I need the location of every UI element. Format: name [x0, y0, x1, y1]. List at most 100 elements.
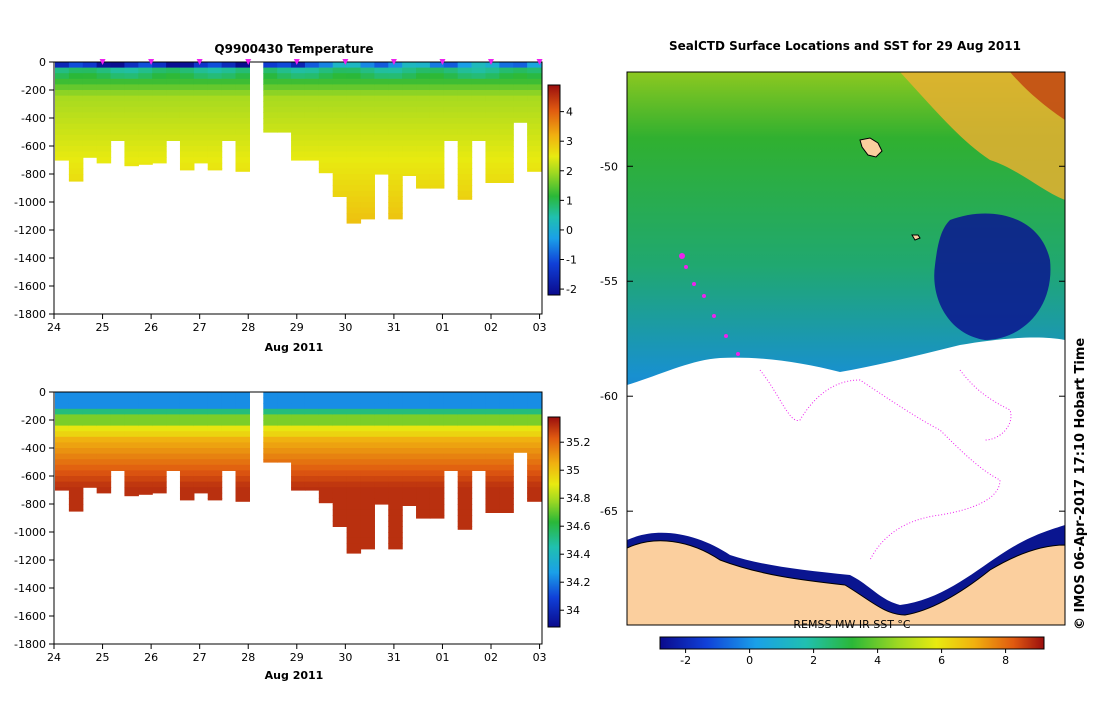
profile-cell	[374, 453, 389, 460]
profile-cell	[527, 487, 542, 494]
profile-cell	[221, 442, 237, 449]
profile-cell	[499, 157, 514, 164]
profile-cell	[332, 520, 348, 527]
profile-cell	[360, 106, 375, 113]
profile-cell	[179, 436, 195, 443]
profile-cell	[485, 95, 500, 102]
profile-cell	[68, 168, 84, 175]
profile-cell	[179, 106, 195, 113]
profile-cell	[193, 151, 209, 158]
profile-cell	[416, 185, 431, 189]
profile-cell	[346, 509, 362, 516]
profile-cell	[499, 498, 514, 505]
profile-cell	[388, 420, 403, 427]
profile-cell	[179, 492, 195, 499]
profile-cell	[193, 408, 209, 415]
profile-cell	[429, 414, 445, 421]
profile-cell	[193, 487, 209, 494]
profile-cell	[416, 436, 431, 443]
profile-cell	[304, 448, 320, 455]
y-tick-label: -1800	[14, 308, 46, 321]
profile-cell	[332, 162, 348, 169]
profile-cell	[96, 73, 112, 80]
profile-cell	[443, 403, 459, 410]
profile-cell	[55, 481, 70, 488]
profile-cell	[304, 106, 320, 113]
profile-cell	[485, 464, 500, 471]
profile-cell	[457, 95, 473, 102]
colorbar-tick-label: 34.8	[566, 492, 591, 505]
profile-cell	[416, 453, 431, 460]
profile-cell	[124, 431, 139, 438]
profile-cell	[332, 431, 348, 438]
profile-cell	[138, 67, 153, 74]
profile-cell	[402, 470, 417, 477]
profile-cell	[429, 509, 445, 516]
profile-cell	[443, 73, 459, 80]
profile-cell	[374, 78, 389, 85]
profile-cell	[485, 62, 500, 69]
profile-cell	[429, 90, 445, 97]
profile-cell	[263, 129, 278, 133]
profile-cell	[374, 392, 389, 399]
profile-cell	[360, 151, 375, 158]
profile-cell	[68, 498, 84, 505]
profile-cell	[138, 414, 153, 421]
surface-marker	[245, 59, 252, 65]
profile-cell	[346, 537, 362, 544]
profile-cell	[499, 123, 514, 130]
profile-cell	[179, 168, 195, 171]
seal-track	[679, 253, 740, 356]
profile-cell	[513, 73, 528, 80]
profile-cell	[318, 90, 334, 97]
profile-cell	[318, 436, 334, 443]
profile-cell	[138, 481, 153, 488]
profile-cell	[152, 112, 167, 119]
profile-cell	[152, 436, 167, 443]
profile-cell	[138, 397, 153, 404]
profile-cell	[82, 464, 98, 471]
profile-cell	[152, 408, 167, 415]
profile-cell	[346, 218, 362, 224]
profile-cell	[499, 431, 514, 438]
profile-cell	[429, 168, 445, 175]
profile-cell	[332, 487, 348, 494]
profile-cell	[457, 190, 473, 197]
profile-cell	[429, 62, 445, 69]
profile-cell	[82, 78, 98, 85]
profile-cell	[207, 414, 223, 421]
profile-cell	[402, 67, 417, 74]
x-tick-label: 29	[290, 321, 304, 334]
profile-cell	[318, 140, 334, 147]
profile-cell	[235, 453, 250, 460]
profile-cell	[499, 134, 514, 141]
copyright-label: © IMOS 06-Apr-2017 17:10 Hobart Time	[1073, 338, 1088, 630]
profile-cell	[277, 448, 292, 455]
profile-cell	[485, 67, 500, 74]
profile-cell	[513, 420, 528, 427]
profile-cell	[374, 101, 389, 108]
cold-eddy	[934, 213, 1051, 340]
profile-cell	[221, 392, 237, 399]
profile-cell	[235, 67, 250, 74]
profile-cell	[68, 106, 84, 113]
profile-cell	[318, 408, 334, 415]
profile-cell	[193, 112, 209, 119]
profile-cell	[291, 95, 306, 102]
profile-cell	[138, 436, 153, 443]
profile-cell	[193, 62, 209, 69]
profile-cell	[207, 101, 223, 108]
profile-cell	[291, 118, 306, 125]
profile-cell	[429, 431, 445, 438]
profile-cell	[402, 448, 417, 455]
profile-cell	[360, 515, 375, 522]
profile-cell	[485, 476, 500, 483]
profile-cell	[138, 73, 153, 80]
profile-cell	[499, 492, 514, 499]
profile-cell	[513, 442, 528, 449]
profile-cell	[318, 106, 334, 113]
profile-cell	[179, 118, 195, 125]
profile-cell	[416, 123, 431, 130]
profile-cell	[388, 448, 403, 455]
profile-cell	[96, 425, 112, 432]
